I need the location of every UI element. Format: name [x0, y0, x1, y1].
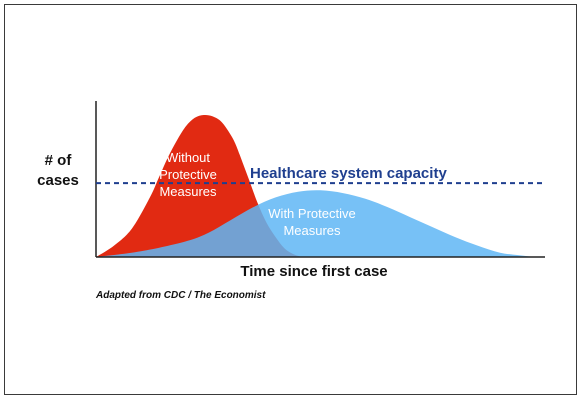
series-label-without-measures: Without Protective Measures — [159, 150, 217, 199]
y-axis-label: # of cases — [37, 152, 79, 189]
series-label-with-measures-line: Measures — [283, 223, 341, 238]
y-axis-label-line: # of — [45, 152, 73, 169]
source-note: Adapted from CDC / The Economist — [95, 290, 266, 301]
series-label-without-measures-line: Protective — [159, 167, 217, 182]
x-axis-label: Time since first case — [240, 263, 387, 280]
chart-areas — [96, 114, 537, 257]
series-label-with-measures-line: With Protective — [268, 206, 355, 221]
series-label-with-measures: With Protective Measures — [268, 206, 355, 238]
series-label-without-measures-line: Without — [166, 150, 210, 165]
series-label-without-measures-line: Measures — [159, 184, 217, 199]
area-with-measures — [96, 190, 537, 257]
y-axis-label-line: cases — [37, 172, 79, 189]
capacity-threshold-label: Healthcare system capacity — [250, 165, 447, 182]
